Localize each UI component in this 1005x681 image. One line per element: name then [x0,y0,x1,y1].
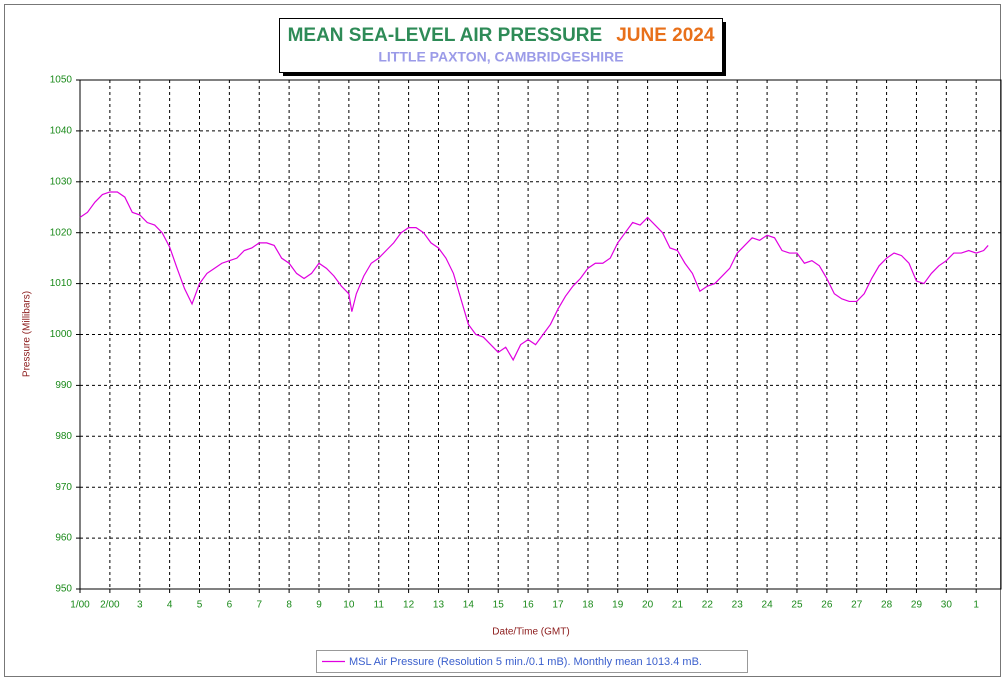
x-tick-label: 8 [286,600,292,611]
x-tick-label: 13 [433,600,445,611]
y-tick-label: 990 [55,380,72,391]
x-tick-label: 23 [732,600,744,611]
pressure-line [79,191,989,362]
x-tick-label: 3 [137,600,143,611]
x-tick-label: 9 [316,600,322,611]
x-tick-label: 7 [256,600,262,611]
x-tick-label: 6 [227,600,233,611]
legend-box [316,650,748,673]
x-tick-label: 22 [702,600,714,611]
chart-border [4,4,1001,677]
x-tick-label: 16 [523,600,535,611]
y-tick-label: 970 [55,482,72,493]
x-tick-label: 5 [197,600,203,611]
x-axis-label: Date/Time (GMT) [492,627,569,638]
y-tick-label: 1030 [50,176,73,187]
x-tick-label: 1/00 [70,600,90,611]
y-tick-label: 950 [55,584,72,595]
x-tick-label: 11 [374,600,385,611]
title-line: MEAN SEA-LEVEL AIR PRESSURE JUNE 2024 [288,25,715,46]
plot-frame [79,79,1002,590]
x-tick-label: 10 [343,600,355,611]
x-tick-label: 24 [762,600,774,611]
chart-subtitle: LITTLE PAXTON, CAMBRIDGESHIRE [378,49,623,65]
x-tick-label: 18 [582,600,594,611]
x-tick-label: 25 [791,600,803,611]
x-tick-label: 30 [941,600,953,611]
y-tick-label: 980 [55,431,72,442]
x-tick-label: 15 [493,600,505,611]
x-tick-label: 28 [881,600,893,611]
x-tick-label: 17 [552,600,564,611]
chart-title-date: JUNE 2024 [616,25,715,46]
x-tick-label: 19 [612,600,624,611]
y-tick-label: 1000 [50,329,73,340]
x-tick-label: 12 [403,600,415,611]
chart-title: MEAN SEA-LEVEL AIR PRESSURE [288,25,603,46]
x-tick-label: 29 [911,600,923,611]
x-tick-label: 26 [821,600,833,611]
x-tick-label: 4 [167,600,173,611]
y-tick-label: 1010 [50,278,73,289]
x-tick-label: 2/00 [100,600,120,611]
x-tick-label: 27 [851,600,863,611]
y-tick-label: 1020 [50,227,73,238]
y-tick-label: 960 [55,533,72,544]
x-tick-label: 14 [463,600,475,611]
x-tick-label: 1 [973,600,979,611]
y-axis-label: Pressure (Millibars) [22,291,33,377]
legend-label: MSL Air Pressure (Resolution 5 min./0.1 … [349,656,702,668]
x-tick-label: 20 [642,600,654,611]
y-tick-label: 1050 [50,75,73,86]
y-tick-label: 1040 [50,126,73,137]
x-tick-label: 21 [672,600,684,611]
title-box [279,18,723,73]
